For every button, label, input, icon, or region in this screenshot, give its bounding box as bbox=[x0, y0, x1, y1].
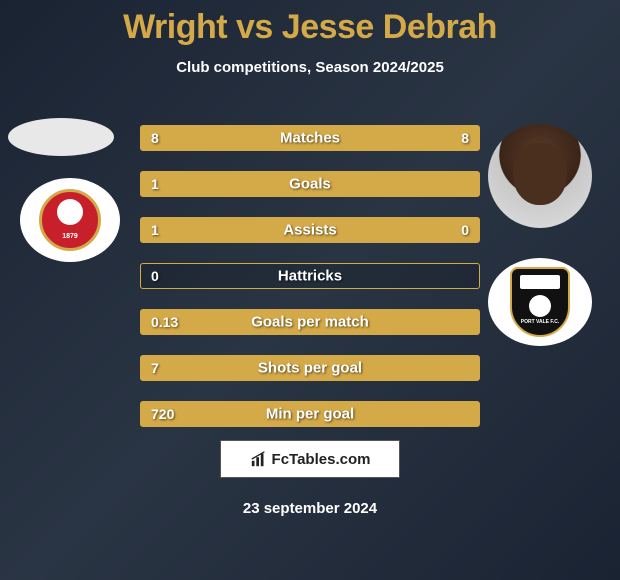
stat-label: Matches bbox=[280, 130, 340, 147]
stat-row: 1 Goals bbox=[140, 171, 480, 197]
shield-icon: 1879 bbox=[39, 189, 101, 251]
stats-icon bbox=[250, 450, 268, 468]
brand-badge[interactable]: FcTables.com bbox=[220, 440, 400, 478]
page-title: Wright vs Jesse Debrah bbox=[0, 0, 620, 47]
crest-right-name: PORT VALE F.C. bbox=[521, 319, 560, 325]
stat-right-value: 0 bbox=[461, 222, 469, 238]
stat-left-value: 7 bbox=[151, 360, 159, 376]
crest-left-year: 1879 bbox=[62, 233, 78, 240]
stat-label: Hattricks bbox=[278, 268, 342, 285]
stat-label: Min per goal bbox=[266, 406, 354, 423]
stat-row: 7 Shots per goal bbox=[140, 355, 480, 381]
stat-left-value: 0.13 bbox=[151, 314, 178, 330]
stat-label: Assists bbox=[283, 222, 336, 239]
page-subtitle: Club competitions, Season 2024/2025 bbox=[0, 59, 620, 76]
stat-row: 0.13 Goals per match bbox=[140, 309, 480, 335]
stat-left-value: 8 bbox=[151, 130, 159, 146]
stats-compare-chart: 8 8 Matches 1 Goals 1 0 Assists 0 Hattricks 0.13 Go… bbox=[140, 125, 480, 447]
stat-row: 0 Hattricks bbox=[140, 263, 480, 289]
stat-row: 720 Min per goal bbox=[140, 401, 480, 427]
page-date: 23 september 2024 bbox=[243, 500, 377, 517]
stat-row: 1 0 Assists bbox=[140, 217, 480, 243]
bar-left-fill bbox=[141, 218, 411, 242]
stat-label: Shots per goal bbox=[258, 360, 362, 377]
club-left-crest: 1879 bbox=[20, 178, 120, 262]
stat-left-value: 1 bbox=[151, 176, 159, 192]
stat-row: 8 8 Matches bbox=[140, 125, 480, 151]
stat-label: Goals per match bbox=[251, 314, 369, 331]
stat-right-value: 8 bbox=[461, 130, 469, 146]
player-left-avatar bbox=[8, 118, 114, 156]
stat-left-value: 0 bbox=[151, 268, 159, 284]
player-right-avatar bbox=[488, 124, 592, 228]
shield-icon: PORT VALE F.C. bbox=[510, 267, 570, 337]
stat-label: Goals bbox=[289, 176, 331, 193]
stat-left-value: 1 bbox=[151, 222, 159, 238]
brand-name: FcTables.com bbox=[272, 451, 371, 468]
stat-left-value: 720 bbox=[151, 406, 174, 422]
club-right-crest: PORT VALE F.C. bbox=[488, 258, 592, 346]
